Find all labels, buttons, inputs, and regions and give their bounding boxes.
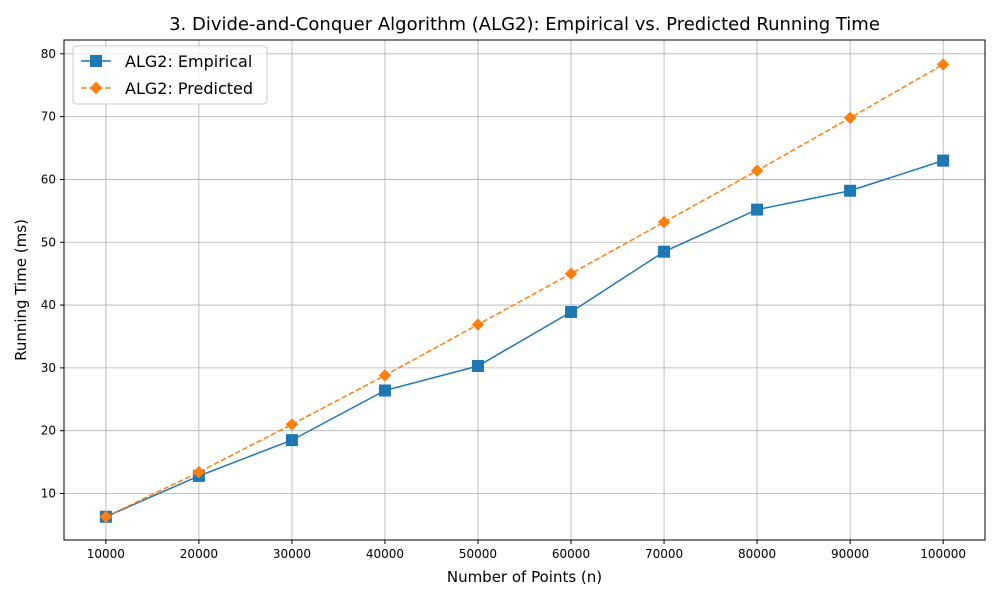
data-point <box>936 58 950 71</box>
x-tick-label: 50000 <box>459 547 497 561</box>
data-point <box>937 154 950 167</box>
data-point <box>285 434 298 447</box>
y-tick-label: 30 <box>41 361 56 375</box>
legend-box <box>72 45 268 105</box>
data-point <box>751 203 764 216</box>
y-tick-label: 70 <box>41 110 56 124</box>
legend-label: ALG2: Empirical <box>125 52 252 71</box>
chart-title: 3. Divide-and-Conquer Algorithm (ALG2): … <box>169 14 880 35</box>
data-point <box>378 369 392 382</box>
x-tick-label: 40000 <box>366 547 404 561</box>
y-tick-label: 50 <box>41 235 56 249</box>
data-point <box>750 164 764 177</box>
x-tick-label: 30000 <box>273 547 311 561</box>
y-tick-label: 10 <box>41 487 56 501</box>
data-point <box>565 305 578 318</box>
x-tick-label: 20000 <box>180 547 218 561</box>
x-axis-label: Number of Points (n) <box>447 568 602 586</box>
y-tick-label: 20 <box>41 424 56 438</box>
y-tick-label: 40 <box>41 298 56 312</box>
data-point <box>564 267 578 280</box>
data-point <box>99 510 113 523</box>
y-tick-label: 60 <box>41 172 56 186</box>
series-line <box>105 159 944 518</box>
x-tick-label: 60000 <box>552 547 590 561</box>
x-tick-label: 70000 <box>645 547 683 561</box>
legend-items: ALG2: Empirical ALG2: Predicted <box>81 52 253 98</box>
data-point <box>844 184 857 197</box>
data-point <box>843 111 857 125</box>
legend-marker <box>90 55 102 67</box>
x-tick-label: 10000 <box>87 547 125 561</box>
x-tick-label: 80000 <box>738 547 776 561</box>
legend-marker <box>89 81 103 95</box>
legend: ALG2: Empirical ALG2: Predicted <box>72 45 268 105</box>
plot-frame <box>63 39 986 541</box>
data-point <box>192 465 206 479</box>
y-tick-label: 80 <box>41 47 56 61</box>
series-predicted <box>99 58 950 523</box>
y-axis-label: Running Time (ms) <box>12 219 30 361</box>
legend-item: ALG2: Empirical <box>81 52 252 71</box>
x-tick-label: 100000 <box>920 547 966 561</box>
data-point <box>658 245 671 258</box>
series-layer <box>99 58 950 523</box>
data-point <box>378 384 391 397</box>
data-point <box>657 215 671 229</box>
legend-label: ALG2: Predicted <box>125 79 253 98</box>
data-point <box>471 318 485 331</box>
data-point <box>471 360 484 373</box>
legend-item: ALG2: Predicted <box>81 79 253 98</box>
axis-ticks: 10000 20000 30000 40000 50000 60000 70000 80000… <box>41 47 966 561</box>
series-line <box>105 63 944 518</box>
data-point <box>285 418 299 431</box>
x-tick-label: 90000 <box>831 547 869 561</box>
